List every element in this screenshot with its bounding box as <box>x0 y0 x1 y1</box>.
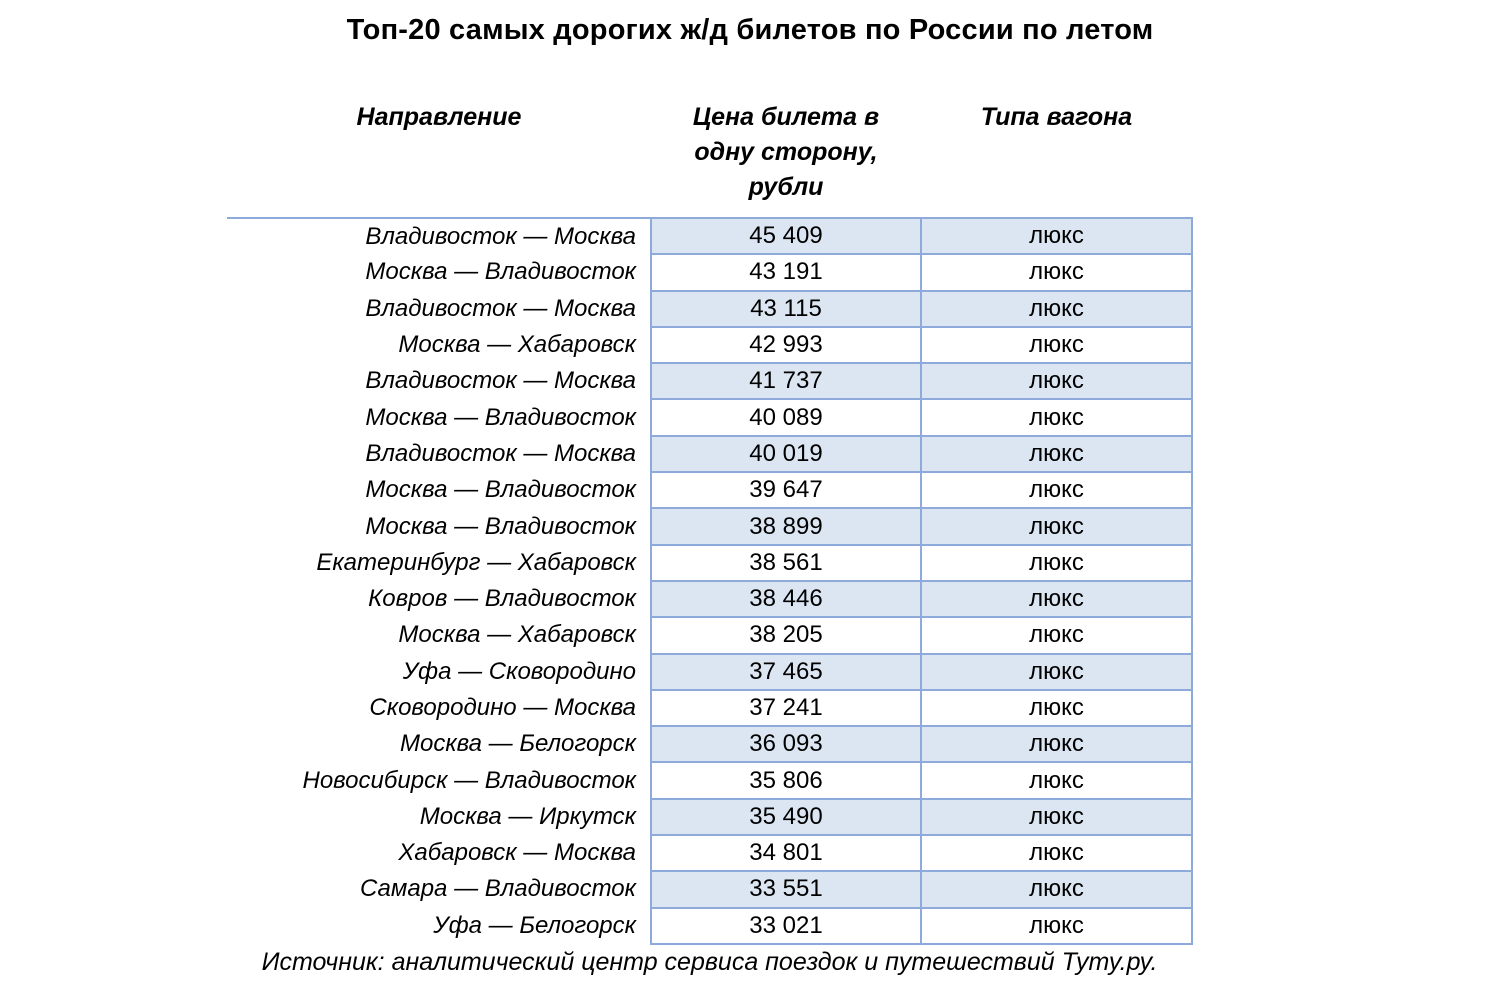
table-row: Владивосток — Москва 41 737 люкс <box>227 362 1193 401</box>
header-direction: Направление <box>356 103 522 131</box>
car-type-cell: люкс <box>920 834 1193 873</box>
direction-cell: Владивосток — Москва <box>365 294 636 322</box>
car-type-cell: люкс <box>920 507 1193 546</box>
price-cell: 35 490 <box>650 797 922 837</box>
price-cell: 41 737 <box>650 362 922 401</box>
table-row: Москва — Хабаровск 38 205 люкс <box>227 616 1193 655</box>
table-row: Москва — Владивосток 43 191 люкс <box>227 253 1193 292</box>
table-row: Владивосток — Москва 43 115 люкс <box>227 289 1193 328</box>
direction-cell: Уфа — Сковородино <box>402 657 636 685</box>
car-type-cell: люкс <box>920 362 1193 401</box>
table-row: Москва — Хабаровск 42 993 люкс <box>227 325 1193 365</box>
price-cell: 37 465 <box>650 652 922 691</box>
price-cell: 42 993 <box>650 325 922 365</box>
table-body: Владивосток — Москва 45 409 люкс Москва — В… <box>227 216 1193 945</box>
table-row: Москва — Владивосток 40 089 люкс <box>227 398 1193 437</box>
price-cell: 39 647 <box>650 471 922 510</box>
ticket-data-table: Владивосток — Москва 45 409 люкс Москва — В… <box>227 216 1193 945</box>
table-row: Самара — Владивосток 33 551 люкс <box>227 870 1193 909</box>
table-row: Уфа — Белогорск 33 021 люкс <box>227 906 1193 945</box>
direction-cell: Москва — Иркутск <box>419 802 636 830</box>
direction-cell: Москва — Хабаровск <box>398 621 636 649</box>
table-row: Хабаровск — Москва 34 801 люкс <box>227 834 1193 873</box>
car-type-cell: люкс <box>920 652 1193 691</box>
table-row: Уфа — Сковородино 37 465 люкс <box>227 652 1193 691</box>
car-type-cell: люкс <box>920 616 1193 655</box>
direction-cell: Екатеринбург — Хабаровск <box>316 548 636 576</box>
car-type-cell: люкс <box>920 579 1193 619</box>
car-type-cell: люкс <box>920 797 1193 837</box>
price-cell: 36 093 <box>650 725 922 764</box>
page-title: Топ-20 самых дорогих ж/д билетов по Росс… <box>346 14 1154 46</box>
direction-cell: Владивосток — Москва <box>227 216 651 255</box>
car-type-cell: люкс <box>920 688 1193 728</box>
table-row: Владивосток — Москва 40 019 люкс <box>227 434 1193 474</box>
table-row: Ковров — Владивосток 38 446 люкс <box>227 579 1193 619</box>
direction-cell: Владивосток — Москва <box>365 367 636 395</box>
price-cell: 38 205 <box>650 616 922 655</box>
car-type-cell: люкс <box>920 543 1193 582</box>
price-cell: 43 191 <box>650 253 922 292</box>
header-price-line-3: рубли <box>748 173 824 201</box>
car-type-cell: люкс <box>920 434 1193 474</box>
car-type-cell: люкс <box>920 325 1193 365</box>
table-row: Москва — Владивосток 39 647 люкс <box>227 471 1193 510</box>
direction-cell: Москва — Владивосток <box>365 258 636 286</box>
header-price-line-1: Цена билета в <box>692 103 880 131</box>
car-type-cell: люкс <box>920 870 1193 909</box>
car-type-cell: люкс <box>920 725 1193 764</box>
table-row: Владивосток — Москва 45 409 люкс <box>227 216 1193 256</box>
ticket-table: Направление Цена билета в одну сторону, … <box>227 100 1193 945</box>
table-row: Москва — Белогорск 36 093 люкс <box>227 725 1193 764</box>
car-type-cell: люкс <box>920 906 1193 945</box>
price-cell: 35 806 <box>650 761 922 800</box>
table-header-row: Направление Цена билета в одну сторону, … <box>227 100 1192 217</box>
table-row: Екатеринбург — Хабаровск 38 561 люкс <box>227 543 1193 582</box>
direction-cell: Хабаровск — Москва <box>398 839 636 867</box>
price-cell: 43 115 <box>650 289 922 328</box>
price-cell: 33 551 <box>650 870 922 909</box>
direction-cell: Москва — Владивосток <box>365 403 636 431</box>
price-cell: 38 561 <box>650 543 922 582</box>
table-row: Москва — Иркутск 35 490 люкс <box>227 797 1193 837</box>
car-type-cell: люкс <box>920 398 1193 437</box>
direction-cell: Новосибирск — Владивосток <box>302 766 637 794</box>
price-cell: 38 899 <box>650 507 922 546</box>
price-cell: 45 409 <box>650 216 922 256</box>
car-type-cell: люкс <box>920 471 1193 510</box>
direction-cell: Уфа — Белогорск <box>433 911 636 939</box>
car-type-cell: люкс <box>920 761 1193 800</box>
car-type-cell: люкс <box>920 253 1193 292</box>
table-row: Москва — Владивосток 38 899 люкс <box>227 507 1193 546</box>
header-price: Цена билета в одну сторону, рубли <box>651 100 921 217</box>
price-cell: 34 801 <box>650 834 922 873</box>
direction-cell: Москва — Хабаровск <box>398 331 636 359</box>
table-row: Сковородино — Москва 37 241 люкс <box>227 688 1193 728</box>
price-cell: 40 089 <box>650 398 922 437</box>
header-price-line-2: одну сторону, <box>694 138 878 166</box>
price-cell: 33 021 <box>650 906 922 945</box>
price-cell: 40 019 <box>650 434 922 474</box>
car-type-cell: люкс <box>920 289 1193 328</box>
direction-cell: Москва — Владивосток <box>365 476 636 504</box>
direction-cell: Самара — Владивосток <box>359 875 636 903</box>
direction-cell: Ковров — Владивосток <box>368 585 636 613</box>
header-car-type: Типа вагона <box>980 103 1133 131</box>
source-note: Источник: аналитический центр сервиса по… <box>261 948 1158 976</box>
table-row: Новосибирск — Владивосток 35 806 люкс <box>227 761 1193 800</box>
direction-cell: Москва — Владивосток <box>365 512 636 540</box>
direction-cell: Москва — Белогорск <box>399 730 636 758</box>
price-cell: 38 446 <box>650 579 922 619</box>
car-type-cell: люкс <box>920 216 1193 256</box>
direction-cell: Владивосток — Москва <box>365 439 636 467</box>
direction-cell: Сковородино — Москва <box>369 694 636 721</box>
price-cell: 37 241 <box>650 688 922 728</box>
